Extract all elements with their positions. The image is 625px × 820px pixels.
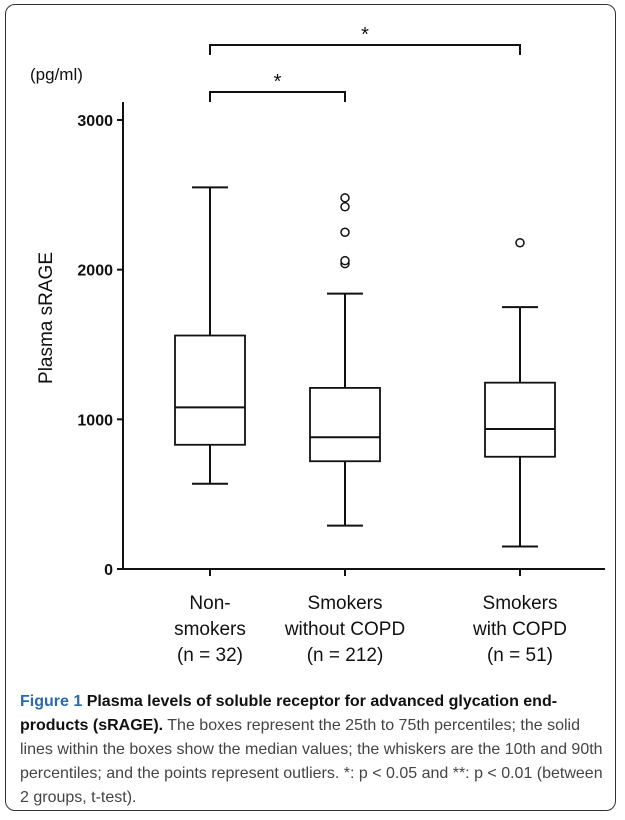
iqr-box xyxy=(484,381,556,458)
significance-brackets: ** xyxy=(209,24,521,102)
x-tick-label: Smokers xyxy=(308,593,383,614)
x-tick-label: Non- xyxy=(189,593,230,614)
outlier-point xyxy=(340,193,350,203)
bracket-line xyxy=(209,91,346,102)
bracket-line xyxy=(209,44,521,55)
x-tick-label: smokers xyxy=(174,619,246,640)
x-tick-label: (n = 51) xyxy=(487,645,553,666)
box-group xyxy=(174,186,246,485)
box-group xyxy=(484,237,556,548)
caption-label: Figure 1 xyxy=(20,693,83,710)
significance-marker: * xyxy=(274,71,282,93)
significance-marker: * xyxy=(361,24,369,46)
y-axis-label: Plasma sRAGE xyxy=(36,252,57,384)
iqr-box xyxy=(174,334,246,446)
iqr-box xyxy=(309,387,381,463)
y-tick-label: 2000 xyxy=(77,263,113,280)
significance-bracket: * xyxy=(209,71,346,102)
figure-caption: Figure 1 Plasma levels of soluble recept… xyxy=(20,690,615,810)
y-tick-label: 3000 xyxy=(77,113,113,130)
axes: 0 1000 2000 3000 Non-smokers (n = 32) Smokers w… xyxy=(77,102,605,666)
box-plot-chart: 0 1000 2000 3000 Non-smokers (n = 32) Smokers w… xyxy=(30,24,605,666)
outlier-point xyxy=(340,227,350,237)
boxes xyxy=(174,186,556,548)
y-tick-label: 0 xyxy=(104,562,113,579)
x-tick-label: Smokers xyxy=(483,593,558,614)
outlier-point xyxy=(340,202,350,212)
outlier-point xyxy=(515,237,525,248)
box-group xyxy=(309,193,381,527)
significance-bracket: * xyxy=(209,24,521,55)
y-tick-label: 1000 xyxy=(77,412,113,429)
x-tick-label: (n = 212) xyxy=(307,645,384,666)
caption-text: The boxes represent the 25th to 75th per… xyxy=(20,717,603,806)
caption-title: Plasma levels of soluble receptor for ad… xyxy=(20,693,558,734)
unit-label: (pg/ml) xyxy=(30,65,83,84)
x-tick-label: without COPD xyxy=(284,619,405,640)
x-tick-label: with COPD xyxy=(472,619,567,640)
outlier-point xyxy=(340,255,350,266)
x-tick-label: (n = 32) xyxy=(177,645,243,666)
